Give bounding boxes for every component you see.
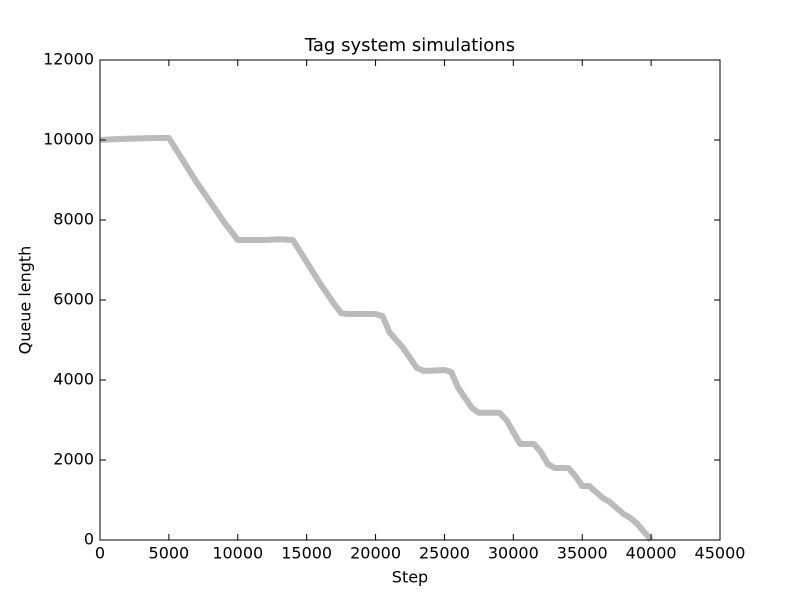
x-tick-label: 0 [95, 544, 105, 563]
y-tick-label: 10000 [43, 130, 94, 149]
x-tick-label: 40000 [626, 544, 677, 563]
x-axis-label: Step [392, 568, 428, 587]
x-tick-label: 5000 [149, 544, 190, 563]
x-tick-label: 35000 [557, 544, 608, 563]
y-axis-label: Queue length [16, 246, 35, 355]
y-tick-label: 0 [84, 530, 94, 549]
data-line [99, 135, 654, 542]
x-tick-label: 25000 [419, 544, 470, 563]
y-tick-label: 8000 [53, 210, 94, 229]
x-tick-label: 30000 [488, 544, 539, 563]
x-tick-label: 20000 [350, 544, 401, 563]
y-tick-label: 12000 [43, 50, 94, 69]
plot-frame [99, 59, 721, 541]
x-tick-label: 15000 [281, 544, 332, 563]
y-tick-label: 4000 [53, 370, 94, 389]
chart-title: Tag system simulations [304, 35, 515, 56]
x-tick-label: 45000 [695, 544, 746, 563]
x-tick-label: 10000 [212, 544, 263, 563]
y-tick-label: 6000 [53, 290, 94, 309]
y-tick-label: 2000 [53, 450, 94, 469]
